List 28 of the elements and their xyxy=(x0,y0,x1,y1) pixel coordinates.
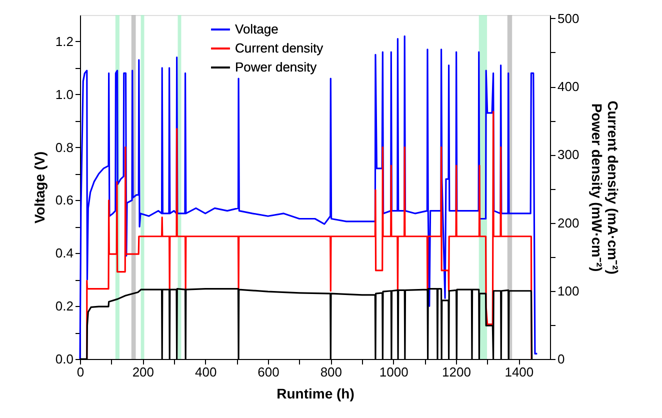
y2-tick-label: 100 xyxy=(558,283,580,298)
x-tick-label: 800 xyxy=(320,364,342,380)
x-tick-label: 1000 xyxy=(379,364,408,380)
line-series xyxy=(86,110,532,360)
y-tick-label: 0.6 xyxy=(55,192,74,208)
x-tick-label: 600 xyxy=(258,364,280,380)
x-tick-label: 1200 xyxy=(442,364,471,380)
y-tick-label: 0.2 xyxy=(55,298,74,314)
x-tick-label: 400 xyxy=(194,364,217,380)
y2-tick-label: 500 xyxy=(558,10,580,26)
legend-label: Power density xyxy=(235,60,318,74)
y2-tick-label: 400 xyxy=(558,79,580,94)
y-tick-label: 0.8 xyxy=(55,140,74,155)
y-tick-label: 0.0 xyxy=(55,352,74,366)
y2-axis-title: Current density (mA·cm⁻²) Power density (mW·cm⁻²) xyxy=(589,100,622,274)
x-tick-label: 0 xyxy=(76,364,84,380)
y-tick-label: 1.0 xyxy=(55,86,74,102)
x-axis-title: Runtime (h) xyxy=(276,386,354,402)
y-axis-title: Voltage (V) xyxy=(31,151,48,224)
y2-tick-label: 0 xyxy=(558,352,565,366)
y2-tick-label: 300 xyxy=(558,147,580,162)
legend-label: Current density xyxy=(235,40,324,56)
y-tick-label: 1.2 xyxy=(55,34,74,49)
y-tick-label: 0.4 xyxy=(55,246,74,261)
x-tick-label: 1400 xyxy=(504,364,534,380)
y2-tick-label: 200 xyxy=(558,215,580,230)
x-tick-label: 200 xyxy=(132,364,154,380)
legend-label: Voltage xyxy=(235,22,278,36)
